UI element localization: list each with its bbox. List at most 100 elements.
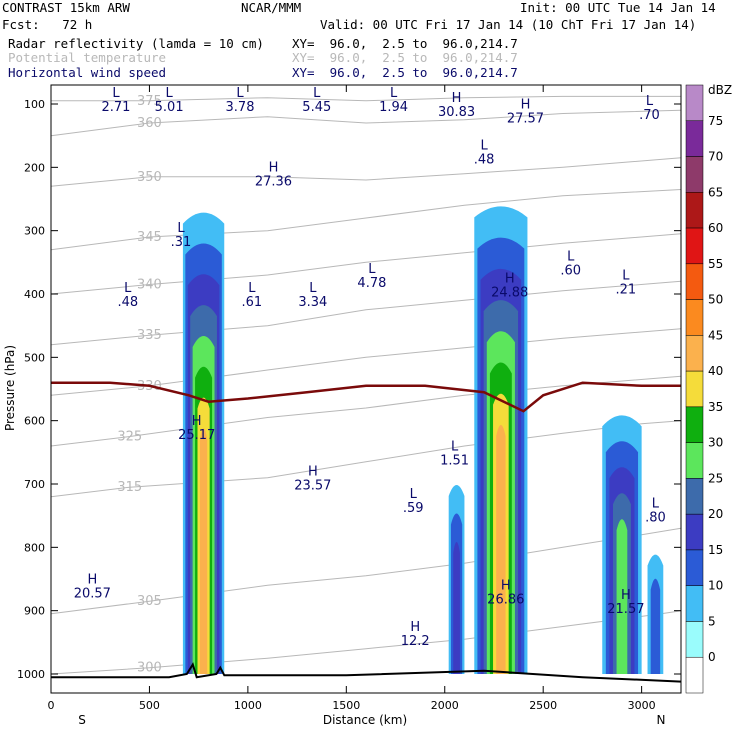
extremum-value: .80 <box>645 510 666 525</box>
colorbar-tick-label: 75 <box>708 114 723 128</box>
extremum-value: 2.71 <box>101 100 130 115</box>
extremum-value: 30.83 <box>438 105 475 120</box>
y-tick-label: 1000 <box>17 668 45 681</box>
extremum-value: 5.45 <box>302 100 331 115</box>
theta-contour-325 <box>50 375 682 447</box>
extremum-value: 1.94 <box>379 100 408 115</box>
colorbar-bin <box>685 442 704 479</box>
extremum-value: .48 <box>474 153 495 168</box>
y-tick-label: 800 <box>24 541 45 554</box>
theta-contour-375 <box>51 95 681 102</box>
y-tick-label: 200 <box>24 161 45 174</box>
colorbar-bin <box>685 406 704 443</box>
extremum-value: 26.86 <box>487 593 524 608</box>
extremum-value: 4.78 <box>357 276 386 291</box>
theta-contour-label: 375 <box>137 94 162 109</box>
y-axis-label: Pressure (hPa) <box>3 345 17 431</box>
extremum-kind: L <box>112 86 120 101</box>
colorbar-tick-label: 45 <box>708 328 723 342</box>
reflectivity-cell-4-level-2 <box>650 578 661 674</box>
colorbar-tick-label: 50 <box>708 293 723 307</box>
theta-contour-340 <box>50 233 682 295</box>
extremum-kind: L <box>481 139 489 154</box>
extremum-value: .31 <box>171 235 192 250</box>
extremum-kind: H <box>521 97 531 112</box>
theta-contour-label: 305 <box>137 594 162 609</box>
colorbar-tick-label: 0 <box>708 650 716 664</box>
extremum-kind: H <box>505 272 515 287</box>
extremum-kind: L <box>646 94 654 109</box>
y-tick-label: 300 <box>24 225 45 238</box>
extremum-kind: H <box>452 91 462 106</box>
extremum-value: 3.78 <box>226 100 255 115</box>
x-tick-label: 2500 <box>529 699 557 712</box>
field-xy-reflectivity: XY= 96.0, 2.5 to 96.0,214.7 <box>292 36 518 51</box>
plot-frame <box>50 84 682 694</box>
extremum-kind: L <box>410 487 418 502</box>
extremum-value: .21 <box>616 282 637 297</box>
x-tick-label: 3000 <box>628 699 656 712</box>
extremum-value: .70 <box>639 108 660 123</box>
extremum-kind: H <box>87 572 97 587</box>
extremum-value: 27.57 <box>507 111 544 126</box>
field-xy-wind-speed: XY= 96.0, 2.5 to 96.0,214.7 <box>292 65 518 80</box>
theta-contour-label: 315 <box>117 480 142 495</box>
extremum-kind: L <box>177 221 185 236</box>
extremum-value: 5.01 <box>155 100 184 115</box>
colorbar-bin <box>685 192 704 229</box>
theta-contour-label: 350 <box>137 170 162 185</box>
field-name-wind-speed: Horizontal wind speed <box>8 65 167 80</box>
colorbar-tick-label: 70 <box>708 150 723 164</box>
model-title: CONTRAST 15km ARW <box>2 0 130 15</box>
x-tick-label: 500 <box>139 699 160 712</box>
y-tick-label: 100 <box>24 98 45 111</box>
theta-contour-350 <box>50 157 682 187</box>
extremum-kind: L <box>390 86 398 101</box>
colorbar-tick-label: 60 <box>708 221 723 235</box>
colorbar-bin <box>685 156 704 193</box>
reflectivity-cell-2-level-8 <box>496 425 506 674</box>
colorbar-bin <box>685 549 704 586</box>
extremum-kind: H <box>269 161 279 176</box>
theta-contour-label: 325 <box>117 430 142 445</box>
extremum-value: .48 <box>117 295 138 310</box>
colorbar-tick-label: 55 <box>708 257 723 271</box>
theta-contour-335 <box>50 280 682 346</box>
extremum-value: 1.51 <box>440 453 469 468</box>
theta-contour-300 <box>50 610 682 675</box>
extremum-kind: H <box>192 414 202 429</box>
extremum-kind: L <box>567 249 575 264</box>
extremum-value: 24.88 <box>491 286 528 301</box>
theta-contour-315 <box>50 420 682 498</box>
x-tick-label: 0 <box>48 699 55 712</box>
field-xy-potential-temperature: XY= 96.0, 2.5 to 96.0,214.7 <box>292 50 518 65</box>
extremum-kind: L <box>368 262 376 277</box>
y-tick-label: 700 <box>24 478 45 491</box>
colorbar-bin <box>685 299 704 336</box>
axis-layer: 0 500 1000 1500 2000 2500 3000 100 200 300 400 500 6… <box>17 84 682 712</box>
plot-layer: 300305315325330335340345350360375L2.71L5… <box>50 86 682 683</box>
extremum-kind: L <box>124 281 132 296</box>
extremum-kind: L <box>652 496 660 511</box>
extremum-value: 20.57 <box>74 586 111 601</box>
colorbar-tick-label: 10 <box>708 579 723 593</box>
colorbar-bin <box>685 84 704 122</box>
x-end-label-south: S <box>78 713 86 727</box>
extremum-kind: L <box>248 281 256 296</box>
colorbar-tick-label: 35 <box>708 400 723 414</box>
colorbar-tick-label: 30 <box>708 436 723 450</box>
extremum-kind: L <box>622 268 630 283</box>
extremum-kind: H <box>410 620 420 635</box>
theta-contour-label: 360 <box>137 116 162 131</box>
y-tick-label: 500 <box>24 351 45 364</box>
x-end-label-north: N <box>657 713 666 727</box>
colorbar-tick-label: 5 <box>708 614 716 628</box>
extremum-value: 3.34 <box>298 295 327 310</box>
colorbar-tick-label: 15 <box>708 543 723 557</box>
field-name-potential-temperature: Potential temperature <box>8 50 167 65</box>
extremum-value: .61 <box>241 295 262 310</box>
center-title: NCAR/MMM <box>241 0 302 15</box>
extremum-value: .59 <box>403 501 424 516</box>
extremum-value: 27.36 <box>255 175 292 190</box>
